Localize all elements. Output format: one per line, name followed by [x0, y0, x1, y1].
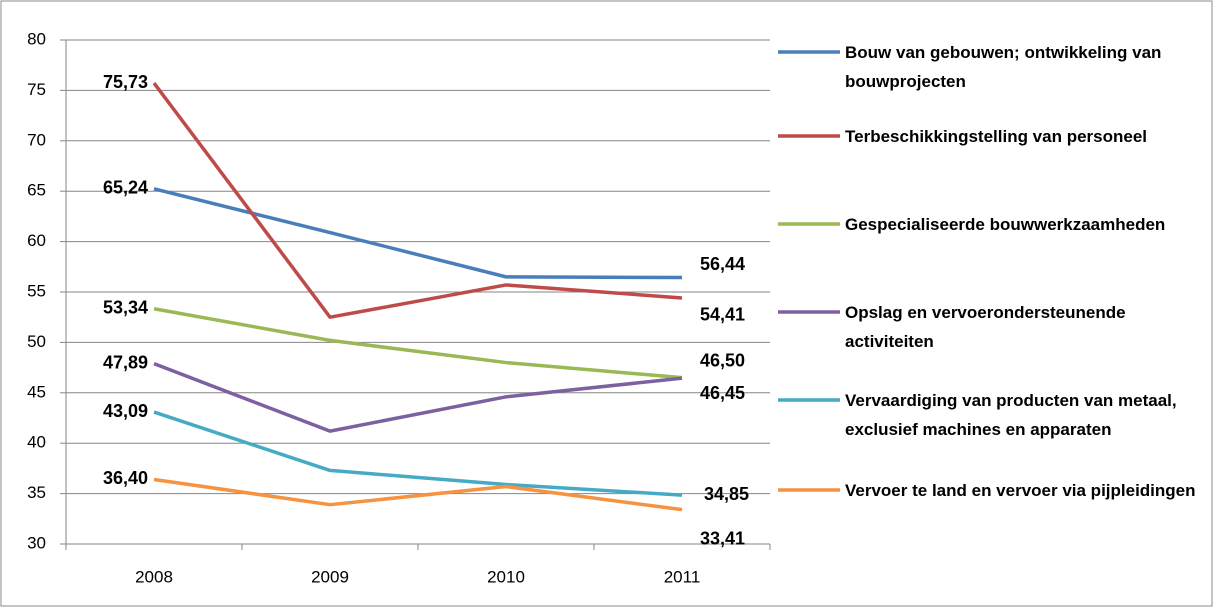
data-label: 65,24	[103, 178, 148, 198]
y-tick-label: 60	[27, 231, 46, 250]
data-label: 46,50	[700, 350, 745, 370]
series-line	[153, 187, 683, 280]
x-tick-label: 2009	[311, 567, 349, 586]
data-label: 43,09	[103, 401, 148, 421]
y-tick-label: 55	[27, 281, 46, 300]
y-tick-label: 40	[27, 433, 46, 452]
legend-label: Bouw van gebouwen; ontwikkeling van bouw…	[845, 43, 1162, 91]
series-line	[152, 81, 683, 319]
y-tick-label: 75	[27, 80, 46, 99]
y-tick-label: 35	[27, 483, 46, 502]
legend-label: Terbeschikkingstelling van personeel	[845, 127, 1148, 146]
legend-label: Opslag en vervoerondersteunende activite…	[845, 303, 1126, 351]
data-label: 53,34	[103, 297, 148, 317]
data-label: 47,89	[103, 352, 148, 372]
y-tick-label: 80	[27, 29, 46, 48]
data-label: 33,41	[700, 528, 745, 548]
legend-label: Vervaardiging van producten van metaal, …	[845, 391, 1177, 439]
series-line	[153, 410, 683, 497]
data-label: 46,45	[700, 383, 745, 403]
data-label: 54,41	[700, 305, 745, 325]
series-line	[153, 307, 683, 380]
data-label: 56,44	[700, 254, 745, 274]
legend-label: Gespecialiseerde bouwwerkzaamheden	[845, 215, 1166, 234]
data-label: 75,73	[103, 72, 148, 92]
x-tick-label: 2010	[487, 567, 525, 586]
y-tick-label: 50	[27, 332, 46, 351]
x-tick-label: 2011	[664, 567, 701, 586]
series-line	[153, 362, 683, 433]
y-tick-label: 45	[27, 382, 46, 401]
legend-label: Vervoer te land en vervoer via pijpleidi…	[845, 481, 1196, 500]
y-tick-label: 30	[27, 533, 46, 552]
data-label: 34,85	[704, 484, 749, 504]
y-tick-label: 65	[27, 181, 46, 200]
data-label: 36,40	[103, 468, 148, 488]
y-tick-label: 70	[27, 130, 46, 149]
series-line	[153, 477, 683, 512]
x-tick-label: 2008	[135, 567, 173, 586]
